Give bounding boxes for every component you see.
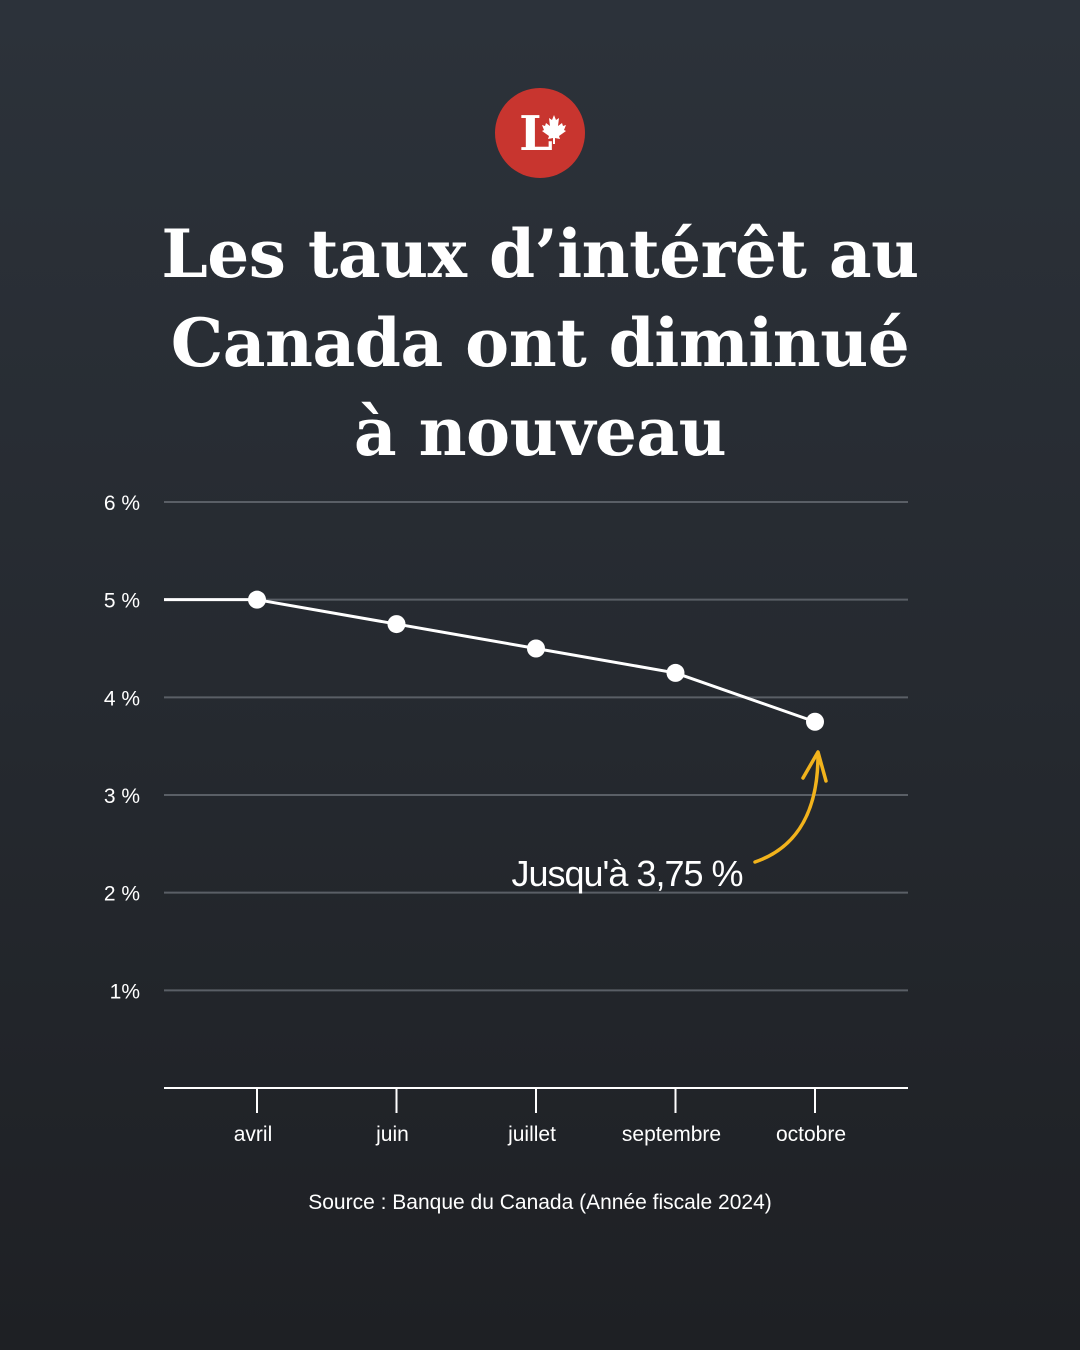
source-note: Source : Banque du Canada (Année fiscale…: [308, 1191, 772, 1214]
title-line-1: Les taux d’intérêt au: [161, 215, 919, 293]
y-tick-label: 6 %: [104, 492, 140, 515]
annotation-label: Jusqu'à 3,75 %: [511, 853, 742, 894]
x-tick-label: septembre: [622, 1123, 721, 1146]
x-tick-label: juillet: [507, 1123, 556, 1146]
y-tick-label: 5 %: [104, 590, 140, 613]
x-tick-label: juin: [375, 1123, 409, 1146]
maple-leaf-icon: [542, 115, 566, 144]
x-tick-label: avril: [234, 1123, 273, 1146]
data-point-avril: [248, 590, 266, 609]
title-line-3: à nouveau: [353, 393, 727, 471]
x-tick-label: octobre: [776, 1123, 846, 1146]
annotation-arrow: [753, 753, 820, 864]
data-point-septembre: [666, 663, 685, 682]
title-line-2: Canada ont diminué: [170, 304, 910, 382]
page-title: Les taux d’intérêt au Canada ont diminué…: [90, 210, 990, 477]
data-point-juin: [387, 615, 406, 634]
x-axis: avril juin juillet septembre octobre: [164, 1087, 908, 1146]
data-point-juillet: [527, 639, 545, 658]
annotation-layer: Jusqu'à 3,75 %: [511, 750, 828, 894]
grid-layer: 6 % 5 % 4 % 3 % 2 % 1%: [104, 492, 908, 1003]
y-tick-label: 3 %: [104, 785, 140, 808]
y-tick-label: 1%: [110, 980, 140, 1003]
y-tick-label: 4 %: [104, 687, 140, 710]
series-layer: [164, 590, 824, 731]
y-tick-label: 2 %: [104, 883, 140, 906]
brand-logo: L: [495, 88, 585, 178]
data-point-octobre: [806, 712, 824, 731]
annotation-arrowhead: [801, 750, 828, 783]
series-line: [164, 598, 816, 724]
